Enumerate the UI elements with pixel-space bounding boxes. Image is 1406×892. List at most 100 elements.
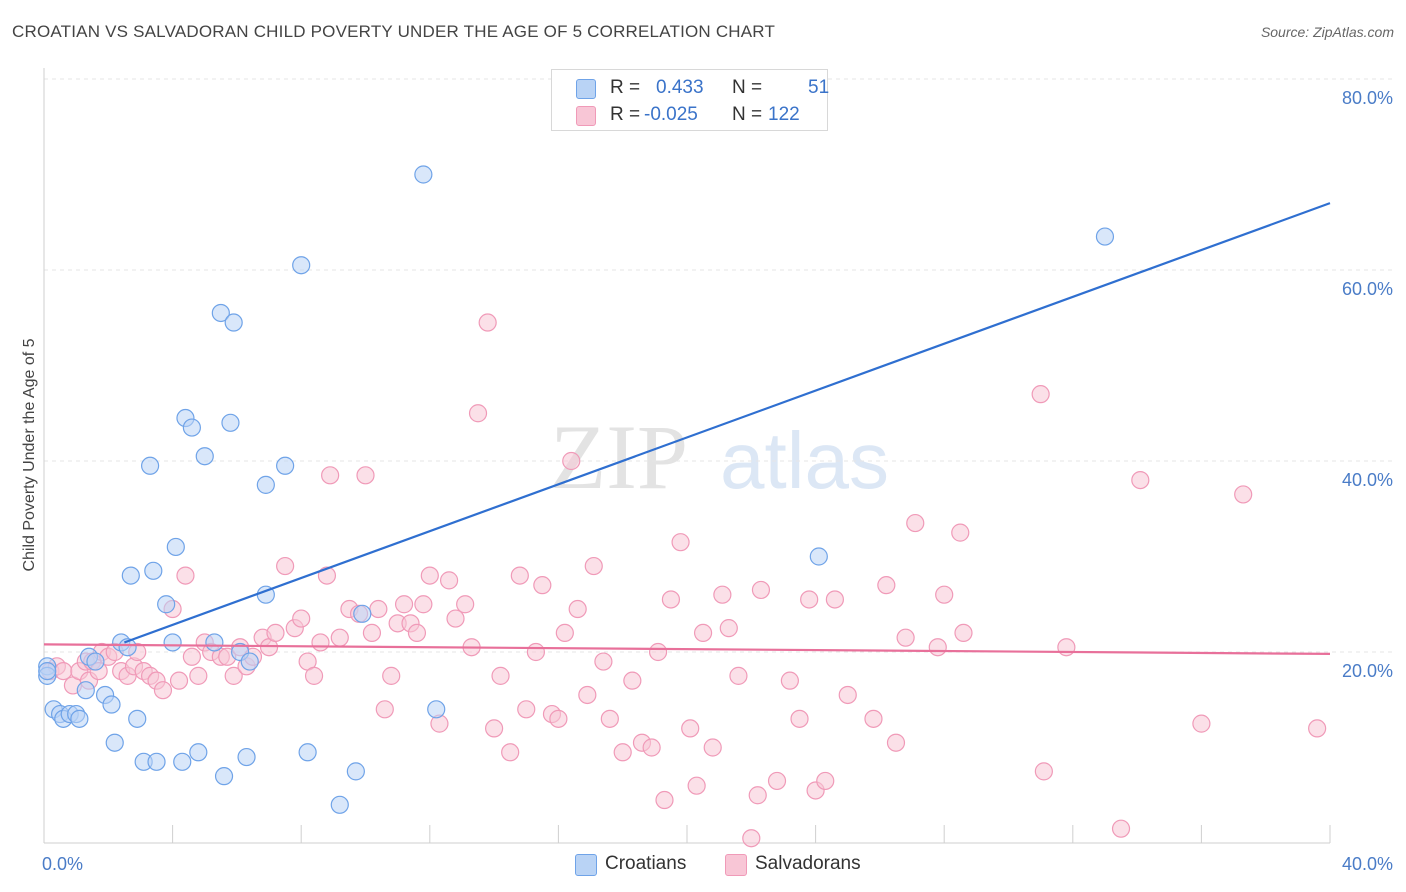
- salvadorans-point: [330, 628, 349, 647]
- salvadorans-point: [613, 743, 632, 762]
- croatians-point: [1095, 227, 1115, 246]
- croatians-point: [330, 795, 349, 814]
- salvadorans-point: [864, 709, 883, 728]
- trend-lines: [43, 202, 1331, 656]
- salvadorans-point: [790, 709, 809, 728]
- croatians-label: Croatians: [605, 853, 687, 874]
- salvadorans-point: [655, 790, 674, 810]
- salvadorans-point: [719, 619, 738, 638]
- salvadorans-point: [362, 623, 382, 643]
- series-legend: Croatians Salvadorans: [0, 852, 1406, 878]
- croatians-point: [276, 456, 295, 475]
- croatians-point: [121, 566, 140, 585]
- croatians-point: [157, 595, 176, 614]
- salvadorans-point: [485, 719, 504, 738]
- salvadorans-point: [780, 671, 799, 690]
- salvadorans-point: [375, 700, 394, 719]
- salvadorans-point: [838, 685, 857, 705]
- salvadorans-point: [1111, 819, 1131, 838]
- salvadorans-point: [182, 647, 201, 666]
- salvadorans-point: [555, 623, 574, 643]
- croatians-point: [105, 733, 124, 752]
- croatians-point: [70, 709, 89, 728]
- salvadorans-point: [661, 590, 681, 609]
- salvadorans-point: [886, 733, 906, 752]
- salvadorans-point: [671, 533, 690, 552]
- salvadorans-point: [510, 566, 529, 585]
- croatians-point: [144, 561, 163, 580]
- salvadorans-point: [407, 623, 427, 643]
- croatians-point: [140, 456, 160, 475]
- y-axis-label: Child Poverty Under the Age of 5: [21, 338, 38, 571]
- salvadorans-point: [153, 681, 173, 700]
- salvadorans-point: [224, 666, 243, 685]
- salvadorans-point: [189, 666, 208, 685]
- salvadorans-swatch: [725, 854, 747, 876]
- x-tick-label-min: 0.0%: [42, 854, 83, 874]
- legend-swatch-croatians: [576, 79, 596, 99]
- axes: [43, 68, 1331, 844]
- salvadorans-point: [703, 738, 722, 757]
- croatians-point: [809, 547, 828, 566]
- legend-r-label: R =: [610, 77, 641, 98]
- salvadorans-point: [1031, 385, 1050, 404]
- y-tick-label: 60.0%: [1342, 279, 1393, 299]
- croatians-point: [173, 752, 192, 771]
- salvadorans-point: [648, 642, 668, 662]
- salvadorans-point: [533, 576, 552, 595]
- croatians-point: [76, 681, 95, 700]
- salvadorans-point: [1131, 471, 1150, 490]
- croatians-point: [86, 652, 105, 671]
- y-tick-label: 40.0%: [1342, 470, 1393, 490]
- salvadorans-point: [176, 566, 195, 585]
- croatians-point: [189, 743, 208, 762]
- salvadorans-point: [800, 590, 819, 609]
- salvadorans-point: [954, 623, 973, 643]
- salvadorans-point: [311, 633, 330, 652]
- legend-r-value: -0.025: [644, 104, 698, 125]
- salvadorans-point: [742, 829, 761, 848]
- salvadorans-point: [456, 595, 475, 614]
- chart-source: Source: ZipAtlas.com: [1260, 24, 1394, 40]
- salvadorans-point: [549, 709, 568, 728]
- croatians-point: [163, 633, 182, 652]
- salvadorans-point: [266, 623, 285, 643]
- croatians-point: [256, 475, 275, 494]
- croatians-point: [346, 762, 365, 781]
- salvadorans-point: [394, 595, 414, 614]
- salvadorans-point: [568, 599, 587, 619]
- x-tick-labels: 0.0% 40.0%: [42, 854, 1393, 874]
- salvadorans-point: [584, 556, 603, 576]
- croatians-point: [102, 695, 121, 714]
- salvadorans-point: [681, 719, 700, 738]
- croatians-point: [147, 752, 166, 771]
- salvadorans-point: [951, 523, 970, 542]
- y-tick-labels: 20.0% 40.0% 60.0% 80.0%: [1342, 88, 1393, 681]
- salvadorans-point: [526, 642, 545, 662]
- salvadorans-point: [729, 666, 748, 685]
- croatians-point: [221, 413, 240, 432]
- croatians-point: [292, 256, 311, 275]
- watermark: ZIP atlas: [550, 406, 889, 508]
- salvadorans-point: [935, 585, 954, 604]
- croatians-point: [353, 604, 372, 623]
- legend-n-value: 51: [808, 77, 830, 98]
- salvadorans-point: [382, 666, 401, 685]
- croatian-points: [38, 165, 1115, 814]
- salvadorans-point: [1234, 485, 1253, 504]
- croatians-point: [166, 537, 185, 557]
- legend-n-label: N =: [732, 77, 763, 98]
- salvadorans-point: [687, 776, 706, 795]
- y-tick-label: 20.0%: [1342, 661, 1393, 681]
- legend-n-value: 122: [768, 104, 800, 125]
- croatians-point: [182, 418, 201, 437]
- gridlines: [44, 78, 1393, 653]
- salvadorans-point: [439, 571, 459, 590]
- salvadorans-point: [414, 595, 433, 614]
- salvadorans-point: [713, 585, 732, 604]
- salvadorans-point: [600, 709, 619, 728]
- salvadorans-point: [446, 609, 465, 628]
- salvadoran-points: [41, 313, 1327, 848]
- salvadorans-point: [748, 786, 767, 805]
